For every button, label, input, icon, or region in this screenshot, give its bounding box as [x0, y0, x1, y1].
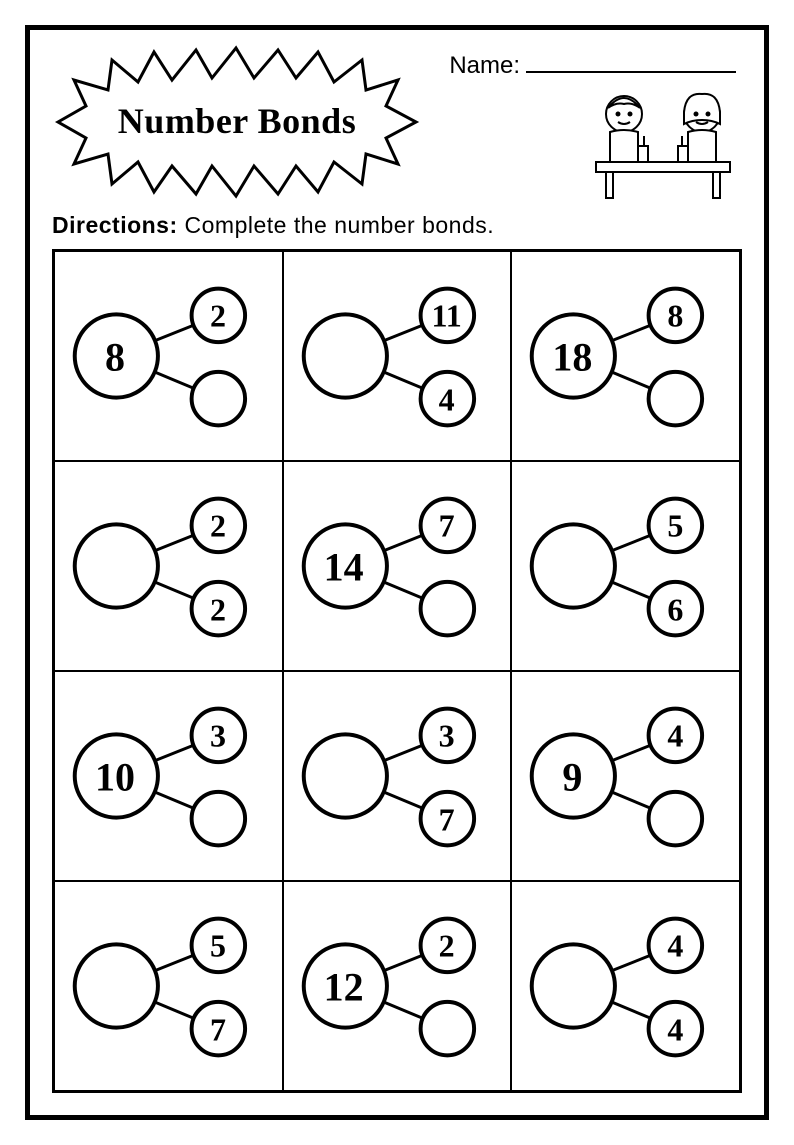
- bond-cell: 57: [54, 881, 283, 1091]
- bond-partA-value: 5: [650, 508, 700, 545]
- number-bond-icon: [512, 882, 739, 1090]
- bond-partA-value: 2: [193, 508, 243, 545]
- bond-whole-value: 10: [80, 754, 150, 801]
- number-bond-icon: [284, 672, 511, 880]
- worksheet-title: Number Bonds: [92, 100, 382, 142]
- bond-whole-value: 18: [537, 334, 607, 381]
- header: Number Bonds Name:: [52, 50, 742, 220]
- bond-cell: 82: [54, 251, 283, 461]
- name-field: Name:: [449, 52, 736, 80]
- bond-partA-value: 3: [422, 718, 472, 755]
- bond-whole-value: 8: [80, 334, 150, 381]
- bond-partB-value: 7: [422, 802, 472, 839]
- bond-cell: 10 3: [54, 671, 283, 881]
- title-burst: Number Bonds: [52, 50, 412, 200]
- bond-cell: 94: [511, 671, 740, 881]
- bond-cell: 18 8: [511, 251, 740, 461]
- bond-partA-value: 4: [650, 928, 700, 965]
- bond-cell: 14 7: [283, 461, 512, 671]
- bond-partA-value: 11: [422, 298, 472, 335]
- bond-partB-value: 6: [650, 592, 700, 629]
- bond-whole-value: 14: [309, 544, 379, 591]
- kids-illustration-icon: [588, 84, 738, 207]
- bond-partA-value: 2: [422, 928, 472, 965]
- bond-whole-value: 9: [537, 754, 607, 801]
- bond-cell: 56: [511, 461, 740, 671]
- bond-partB-value: 4: [650, 1012, 700, 1049]
- name-input-line[interactable]: [526, 53, 736, 73]
- bond-partA-value: 8: [650, 298, 700, 335]
- bond-whole-value: 12: [309, 964, 379, 1011]
- worksheet-page: Number Bonds Name:: [25, 25, 769, 1120]
- bond-cell: 22: [54, 461, 283, 671]
- bonds-grid: 82114188221475610337945712244: [52, 249, 742, 1093]
- bond-partB-value: 7: [193, 1012, 243, 1049]
- number-bond-icon: [512, 462, 739, 670]
- bond-cell: 11 4: [283, 251, 512, 461]
- bond-cell: 12 2: [283, 881, 512, 1091]
- bond-partA-value: 3: [193, 718, 243, 755]
- bond-partB-value: 2: [193, 592, 243, 629]
- number-bond-icon: [55, 882, 282, 1090]
- bond-partA-value: 7: [422, 508, 472, 545]
- bond-cell: 44: [511, 881, 740, 1091]
- number-bond-icon: [55, 462, 282, 670]
- name-label: Name:: [449, 52, 520, 80]
- bond-cell: 37: [283, 671, 512, 881]
- bond-partA-value: 5: [193, 928, 243, 965]
- bond-partB-value: 4: [422, 382, 472, 419]
- number-bond-icon: [284, 252, 511, 460]
- bond-partA-value: 2: [193, 298, 243, 335]
- bond-partA-value: 4: [650, 718, 700, 755]
